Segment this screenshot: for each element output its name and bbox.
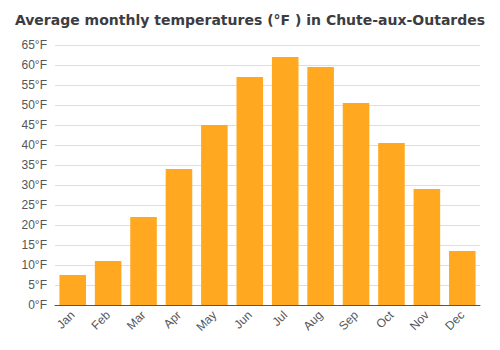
svg-text:45°F: 45°F [22,118,47,132]
svg-text:65°F: 65°F [22,38,47,52]
svg-text:Average monthly temperatures (: Average monthly temperatures (°F ) in Ch… [15,12,485,28]
svg-text:Aug: Aug [301,308,326,333]
svg-text:Apr: Apr [161,308,184,331]
svg-text:10°F: 10°F [22,258,47,272]
svg-text:Mar: Mar [124,308,149,332]
svg-text:35°F: 35°F [22,158,47,172]
svg-text:60°F: 60°F [22,58,47,72]
svg-text:Nov: Nov [407,308,432,333]
svg-text:20°F: 20°F [22,218,47,232]
svg-text:25°F: 25°F [22,198,47,212]
svg-text:Oct: Oct [373,308,397,332]
svg-text:Feb: Feb [89,308,114,333]
svg-text:Jun: Jun [231,308,255,332]
svg-text:15°F: 15°F [22,238,47,252]
svg-text:55°F: 55°F [22,78,47,92]
svg-text:30°F: 30°F [22,178,47,192]
svg-text:Jul: Jul [269,308,290,329]
svg-text:Dec: Dec [442,308,467,333]
svg-text:May: May [193,308,219,334]
svg-text:5°F: 5°F [28,278,47,292]
svg-text:0°F: 0°F [28,298,47,312]
svg-text:Jan: Jan [54,308,78,332]
svg-text:Sep: Sep [336,308,361,333]
svg-text:50°F: 50°F [22,98,47,112]
svg-text:40°F: 40°F [22,138,47,152]
